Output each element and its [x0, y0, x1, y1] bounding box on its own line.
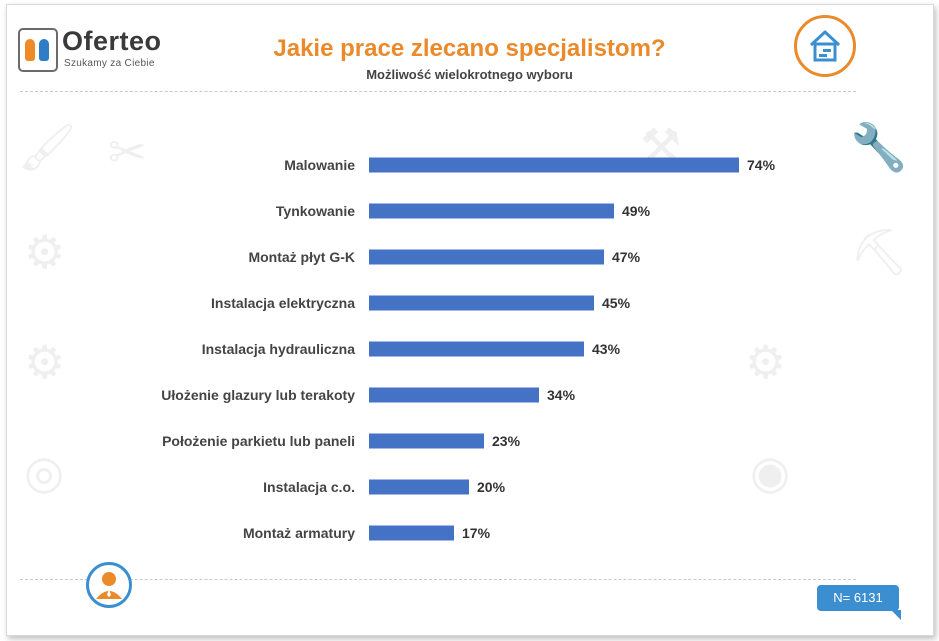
category-label: Położenie parkietu lub paneli — [162, 433, 355, 449]
category-label: Montaż armatury — [243, 525, 355, 541]
value-label: 23% — [492, 433, 521, 449]
bar — [369, 525, 454, 541]
wrench-icon: 🔧 — [850, 121, 908, 173]
bar — [369, 203, 614, 219]
chart-subtitle: Możliwość wielokrotnego wyboru — [366, 67, 573, 82]
card — [6, 4, 934, 636]
brand-logo[interactable]: Oferteo Szukamy za Ciebie — [18, 26, 161, 72]
value-label: 74% — [747, 157, 776, 173]
category-label: Ułożenie glazury lub terakoty — [161, 387, 355, 403]
brush-icon: 🖌 — [18, 121, 77, 173]
house-icon — [794, 15, 856, 77]
sample-size-badge: N= 6131 — [817, 585, 901, 620]
logo-mark-icon — [18, 28, 58, 72]
category-label: Instalacja elektryczna — [211, 295, 355, 311]
brand-tagline: Szukamy za Ciebie — [64, 58, 155, 69]
disc-icon: ◎ — [24, 446, 65, 498]
footer-divider — [20, 579, 856, 580]
category-label: Malowanie — [284, 157, 355, 173]
value-label: 20% — [477, 479, 506, 495]
tools-icon: ✂ — [108, 126, 147, 178]
tape-icon: ◉ — [750, 446, 791, 498]
saw-icon: ⚙ — [24, 226, 66, 278]
chart-title: Jakie prace zlecano specjalistom? — [273, 35, 666, 62]
category-label: Montaż płyt G-K — [248, 249, 355, 265]
category-label: Instalacja hydrauliczna — [202, 341, 355, 357]
brand-name: Oferteo — [62, 26, 162, 56]
value-label: 45% — [602, 295, 631, 311]
value-label: 34% — [547, 387, 576, 403]
bar — [369, 479, 469, 495]
bar — [369, 295, 594, 311]
person-icon — [86, 562, 132, 608]
bar — [369, 387, 539, 403]
gear-icon: ⚙ — [745, 336, 787, 388]
bar — [369, 157, 739, 173]
category-label: Instalacja c.o. — [263, 479, 355, 495]
value-label: 17% — [462, 525, 491, 541]
bar — [369, 341, 584, 357]
pickaxe-icon: ⛏ — [850, 226, 909, 278]
category-label: Tynkowanie — [276, 203, 355, 219]
value-label: 49% — [622, 203, 651, 219]
bar — [369, 249, 604, 265]
value-label: 47% — [612, 249, 641, 265]
bar — [369, 433, 484, 449]
header-divider — [20, 91, 856, 92]
value-label: 43% — [592, 341, 621, 357]
drill-icon: ⚙ — [24, 336, 66, 388]
